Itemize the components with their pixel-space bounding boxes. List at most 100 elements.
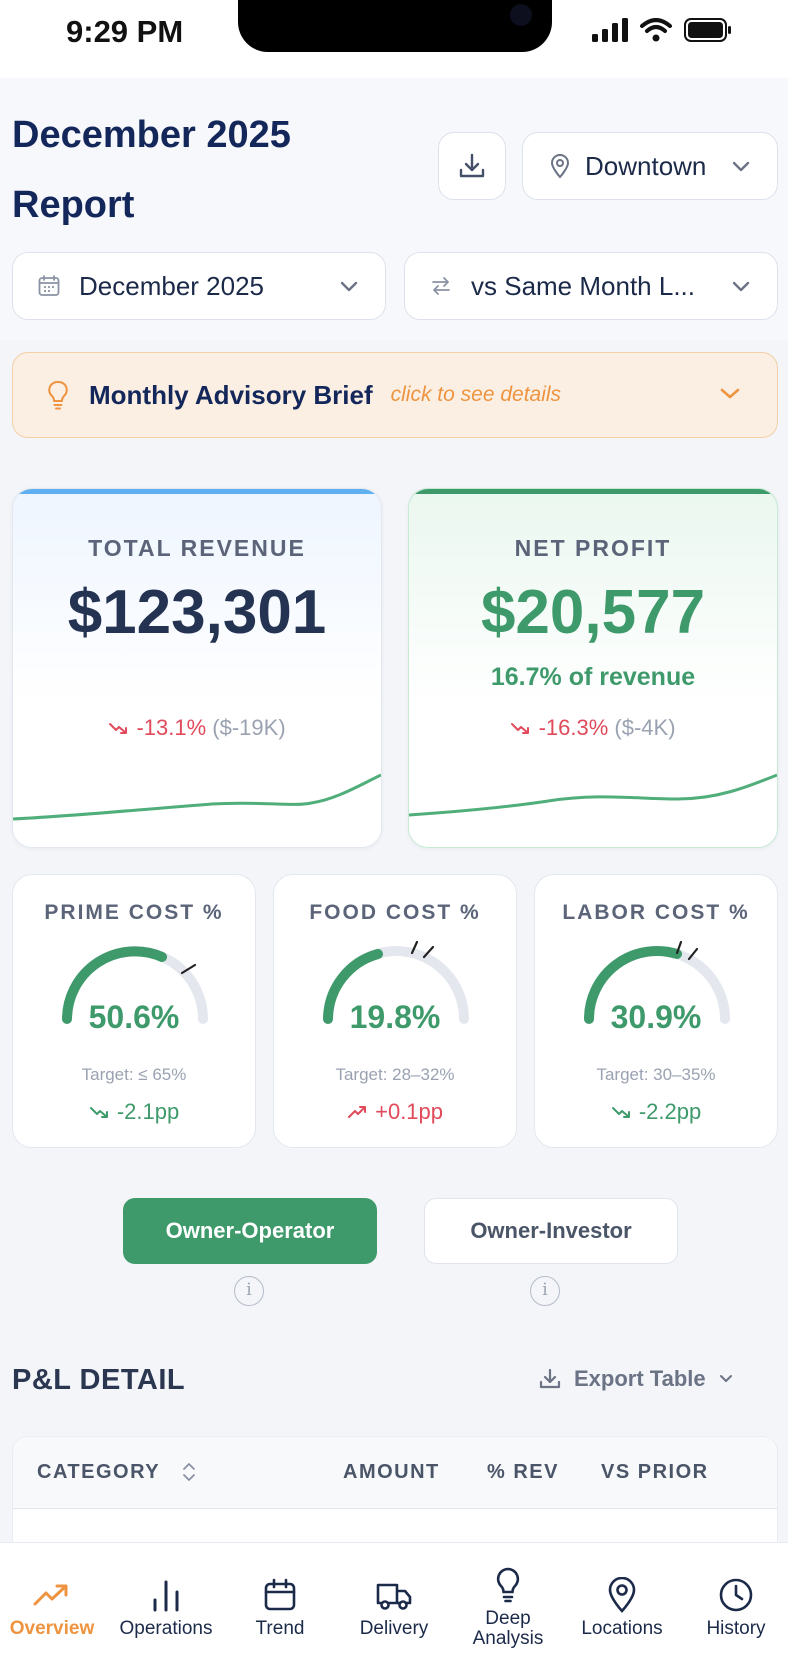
nav-delivery[interactable]: Delivery: [338, 1543, 450, 1658]
nav-history[interactable]: History: [680, 1543, 788, 1658]
food-cost-card[interactable]: FOOD COST % 19.8% Target: 28–32% +0.1pp: [273, 874, 517, 1148]
signal-icon: [592, 18, 628, 42]
gauge-label: LABOR COST %: [562, 901, 750, 924]
gauge-value: 19.8%: [349, 999, 441, 1035]
info-icon[interactable]: i: [530, 1276, 560, 1306]
pl-table: CATEGORY AMOUNT % REV VS PRIOR: [12, 1436, 778, 1556]
column-header-vs-prior: VS PRIOR: [601, 1461, 709, 1483]
food-cost-gauge: [323, 940, 469, 1024]
nav-label: Trend: [255, 1618, 305, 1639]
advisory-brief[interactable]: Monthly Advisory Brief click to see deta…: [12, 352, 778, 438]
delta-percent: -13.1%: [136, 715, 207, 740]
column-header-amount: AMOUNT: [343, 1461, 440, 1483]
status-icons: [592, 18, 732, 42]
comparison-value: vs Same Month L...: [471, 270, 695, 301]
location-value: Downtown: [585, 150, 707, 181]
calendar-icon: [264, 1578, 296, 1611]
download-icon: [539, 1368, 561, 1389]
gauge-target: Target: ≤ 65%: [81, 1065, 187, 1084]
delta-amount: ($-4K): [614, 715, 676, 740]
column-header-category[interactable]: CATEGORY: [37, 1461, 161, 1483]
kpi-margin: 16.7% of revenue: [490, 663, 696, 691]
kpi-label: NET PROFIT: [514, 535, 672, 561]
owner-operator-button[interactable]: Owner-Operator: [123, 1198, 377, 1264]
gauge-delta: -2.2pp: [535, 1099, 777, 1125]
trending-down-icon: [89, 1107, 108, 1118]
chevron-down-icon: [720, 388, 740, 399]
lightbulb-icon: [48, 380, 68, 410]
chevron-down-icon: [732, 281, 750, 292]
profit-sparkline: [409, 773, 777, 817]
advisory-title: Monthly Advisory Brief: [89, 379, 373, 410]
status-time: 9:29 PM: [66, 14, 184, 49]
map-pin-icon: [608, 1577, 636, 1613]
trending-up-icon: [347, 1106, 366, 1118]
nav-label: Locations: [581, 1618, 663, 1639]
prime-cost-card[interactable]: PRIME COST % 50.6% Target: ≤ 65% -2.1pp: [12, 874, 256, 1148]
gauge-value: 50.6%: [88, 999, 180, 1035]
sort-icon[interactable]: [181, 1461, 197, 1483]
map-pin-icon: [550, 154, 570, 179]
net-profit-card[interactable]: NET PROFIT $20,577 16.7% of revenue -16.…: [408, 488, 778, 848]
download-button[interactable]: [438, 132, 506, 200]
gauge-value: 30.9%: [610, 999, 702, 1035]
battery-icon: [684, 18, 731, 42]
advisory-hint: click to see details: [390, 383, 562, 406]
column-header-pct-rev: % REV: [487, 1461, 559, 1483]
kpi-value: $20,577: [480, 578, 706, 647]
bar-chart-icon: [153, 1580, 179, 1612]
delta-value: -2.1pp: [116, 1099, 180, 1124]
export-table-button[interactable]: Export Table: [538, 1366, 734, 1392]
pl-detail-title: P&L DETAIL: [12, 1364, 186, 1396]
trending-down-icon: [611, 1107, 630, 1118]
chevron-down-icon: [340, 281, 358, 292]
nav-deep-analysis[interactable]: Deep Analysis: [452, 1543, 564, 1658]
clock-icon: [719, 1578, 753, 1612]
kpi-label: TOTAL REVENUE: [88, 535, 306, 561]
chevron-down-icon: [719, 1375, 732, 1382]
delta-value: +0.1pp: [375, 1099, 444, 1124]
trending-up-icon: [33, 1584, 68, 1606]
date-select[interactable]: December 2025: [12, 252, 386, 320]
nav-label: Delivery: [359, 1618, 429, 1639]
comparison-select[interactable]: vs Same Month L...: [404, 252, 778, 320]
gauge-delta: -2.1pp: [13, 1099, 255, 1125]
page-title: December 2025 Report: [12, 114, 291, 226]
delta-percent: -16.3%: [538, 715, 609, 740]
labor-cost-card[interactable]: LABOR COST % 30.9% Target: 30–35% -2.2pp: [534, 874, 778, 1148]
download-icon: [459, 153, 485, 178]
wifi-icon: [640, 18, 672, 42]
nav-label: History: [706, 1618, 766, 1639]
revenue-sparkline: [13, 773, 381, 821]
truck-icon: [376, 1583, 412, 1610]
total-revenue-card[interactable]: TOTAL REVENUE $123,301 -13.1% ($-19K): [12, 488, 382, 848]
export-label: Export Table: [574, 1366, 706, 1391]
kpi-value: $123,301: [67, 578, 327, 647]
location-select[interactable]: Downtown: [522, 132, 778, 200]
calendar-icon: [38, 275, 60, 296]
nav-label: Overview: [9, 1618, 95, 1639]
delta-amount: ($-19K): [212, 715, 286, 740]
lightbulb-icon: [496, 1567, 520, 1603]
nav-label: Operations: [119, 1618, 213, 1639]
prime-cost-gauge: [62, 946, 208, 1024]
nav-locations[interactable]: Locations: [566, 1543, 678, 1658]
info-icon[interactable]: i: [234, 1276, 264, 1306]
labor-cost-gauge: [584, 940, 730, 1024]
chevron-down-icon: [732, 161, 750, 172]
status-bar: 9:29 PM: [0, 0, 788, 78]
delta-value: -2.2pp: [638, 1099, 702, 1124]
nav-operations[interactable]: Operations: [110, 1543, 222, 1658]
table-header: CATEGORY AMOUNT % REV VS PRIOR: [13, 1437, 777, 1509]
nav-label: Deep Analysis: [472, 1608, 544, 1649]
gauge-label: PRIME COST %: [44, 901, 224, 924]
trending-down-icon: [511, 723, 530, 734]
gauge-target: Target: 30–35%: [596, 1065, 716, 1084]
nav-overview[interactable]: Overview: [0, 1543, 108, 1658]
gauge-label: FOOD COST %: [309, 901, 481, 924]
date-value: December 2025: [79, 270, 264, 301]
owner-investor-button[interactable]: Owner-Investor: [424, 1198, 678, 1264]
swap-icon: [432, 277, 450, 295]
camera-icon: [510, 4, 532, 26]
nav-trend[interactable]: Trend: [224, 1543, 336, 1658]
